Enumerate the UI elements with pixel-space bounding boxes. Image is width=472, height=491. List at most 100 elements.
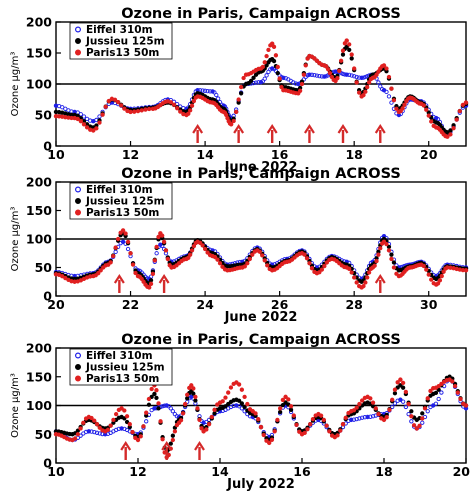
data-point bbox=[200, 243, 205, 248]
data-point bbox=[84, 116, 90, 122]
data-point bbox=[406, 401, 411, 407]
data-point bbox=[150, 271, 156, 277]
legend-label: Jussieu 125m bbox=[85, 36, 165, 48]
data-point bbox=[400, 385, 406, 390]
data-point bbox=[318, 413, 324, 418]
data-point bbox=[365, 275, 370, 280]
data-point bbox=[363, 89, 368, 94]
data-point bbox=[403, 404, 409, 410]
data-point bbox=[84, 125, 90, 130]
data-point bbox=[319, 267, 325, 272]
data-point bbox=[389, 86, 394, 91]
data-point bbox=[370, 414, 376, 419]
data-point bbox=[168, 441, 173, 446]
data-point bbox=[168, 406, 173, 411]
legend-marker bbox=[74, 49, 81, 56]
data-point bbox=[94, 422, 100, 427]
data-point bbox=[246, 81, 251, 86]
arrow-head bbox=[337, 123, 349, 134]
data-point bbox=[238, 84, 244, 90]
data-point bbox=[435, 116, 441, 122]
data-point bbox=[160, 437, 165, 442]
legend-label: Paris13 50m bbox=[86, 207, 159, 219]
data-point bbox=[130, 429, 135, 435]
data-point bbox=[115, 99, 121, 105]
data-point bbox=[451, 126, 456, 131]
data-point bbox=[139, 276, 144, 282]
data-point bbox=[122, 408, 127, 413]
data-point bbox=[309, 72, 315, 77]
data-point bbox=[324, 64, 329, 69]
data-point bbox=[391, 265, 397, 270]
data-point bbox=[124, 419, 130, 425]
event-arrow bbox=[266, 123, 278, 143]
data-point bbox=[146, 402, 152, 407]
data-point bbox=[389, 100, 394, 105]
data-point bbox=[420, 416, 425, 421]
data-point bbox=[347, 47, 352, 53]
data-point bbox=[170, 437, 176, 443]
data-point bbox=[378, 84, 383, 89]
data-point bbox=[273, 53, 279, 58]
data-point bbox=[303, 63, 308, 68]
y-axis-label: Ozone µg/m³ bbox=[10, 207, 21, 272]
legend-marker bbox=[74, 37, 81, 44]
data-point bbox=[160, 404, 165, 409]
data-point bbox=[202, 88, 208, 93]
data-point bbox=[236, 97, 241, 102]
data-point bbox=[307, 261, 312, 266]
data-point bbox=[277, 409, 283, 415]
data-point bbox=[322, 263, 327, 269]
legend-label: Paris13 50m bbox=[86, 47, 159, 59]
data-point bbox=[372, 263, 377, 268]
data-point bbox=[94, 430, 100, 435]
x-tick-label: 16 bbox=[271, 147, 289, 162]
data-point bbox=[436, 396, 441, 402]
data-point bbox=[411, 423, 417, 428]
data-point bbox=[148, 281, 154, 286]
data-point bbox=[409, 409, 414, 414]
data-point bbox=[310, 417, 316, 422]
data-point bbox=[275, 64, 280, 70]
data-point bbox=[368, 396, 373, 401]
data-point bbox=[191, 243, 197, 249]
legend-box bbox=[69, 182, 173, 220]
event-arrow bbox=[194, 440, 205, 460]
data-point bbox=[122, 416, 127, 421]
data-point bbox=[458, 396, 463, 402]
data-point bbox=[359, 398, 365, 403]
y-tick-label: 100 bbox=[26, 398, 52, 413]
data-point bbox=[271, 58, 277, 64]
event-arrow bbox=[337, 123, 349, 143]
data-point bbox=[457, 108, 462, 114]
data-point bbox=[409, 419, 414, 424]
data-point bbox=[347, 42, 352, 47]
chart-panel-july-10-20: Ozone in Paris, Campaign ACROSS 0 50 100 150… bbox=[10, 332, 470, 491]
data-point bbox=[188, 108, 193, 113]
x-tick-label: 14 bbox=[211, 464, 229, 479]
x-tick-label: 20 bbox=[420, 147, 438, 162]
data-point bbox=[178, 109, 183, 114]
data-point bbox=[123, 231, 128, 236]
data-point bbox=[191, 98, 197, 104]
data-point bbox=[389, 256, 394, 262]
data-point bbox=[351, 417, 357, 422]
x-tick-label: 20 bbox=[47, 297, 65, 312]
data-point bbox=[277, 406, 283, 411]
data-point bbox=[78, 119, 83, 124]
x-axis-label: June 2022 bbox=[224, 310, 298, 325]
y-axis-label: Ozone µg/m³ bbox=[10, 52, 21, 117]
data-point bbox=[132, 109, 137, 114]
data-point bbox=[100, 112, 105, 117]
data-point bbox=[370, 400, 376, 405]
arrow-head bbox=[266, 123, 278, 134]
x-tick-label: 24 bbox=[196, 297, 214, 312]
legend-label: Jussieu 125m bbox=[85, 362, 165, 374]
data-point bbox=[452, 383, 458, 389]
data-point bbox=[94, 126, 99, 131]
y-tick-label: 0 bbox=[43, 139, 52, 154]
data-point bbox=[374, 72, 379, 77]
data-point bbox=[60, 274, 65, 279]
data-point bbox=[384, 415, 389, 420]
